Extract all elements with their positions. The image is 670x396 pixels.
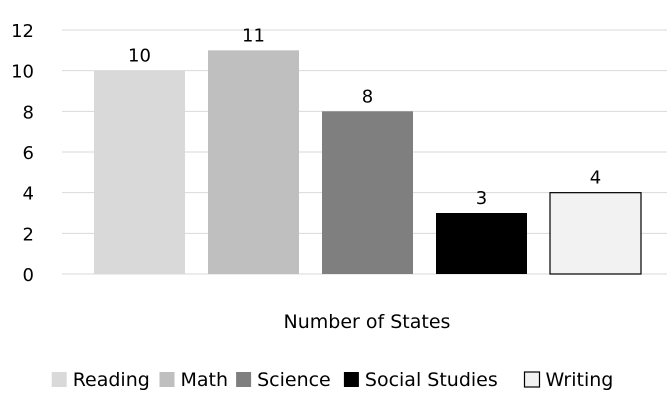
legend-label: Social Studies	[365, 369, 498, 391]
bar-reading	[94, 70, 185, 275]
legend-label: Reading	[73, 369, 150, 391]
bar-social-studies	[436, 213, 527, 274]
x-axis-title: Number of States	[284, 311, 451, 333]
legend-swatch	[523, 371, 541, 388]
data-labels: 10 11 8 3 4	[128, 25, 601, 209]
y-tick-label: 10	[11, 62, 34, 83]
data-label: 11	[242, 25, 265, 46]
bar-math	[208, 50, 299, 275]
legend-label: Science	[257, 369, 331, 391]
y-tick-label: 4	[23, 184, 34, 205]
legend-swatch	[343, 372, 359, 387]
bar-science	[322, 111, 413, 274]
legend-swatch	[51, 372, 67, 387]
y-tick-label: 0	[23, 265, 34, 286]
bars	[94, 50, 642, 275]
y-tick-label: 6	[23, 143, 34, 164]
bar-writing	[549, 192, 642, 275]
y-tick-label: 12	[11, 21, 34, 42]
legend-label: Math	[181, 369, 229, 391]
data-label: 4	[590, 168, 601, 189]
data-label: 8	[362, 86, 373, 107]
y-tick-label: 8	[23, 102, 34, 123]
data-label: 3	[476, 188, 487, 209]
y-tick-label: 2	[23, 224, 34, 245]
legend-label: Writing	[546, 369, 614, 391]
legend-swatch	[159, 372, 175, 387]
legend-swatch	[236, 372, 252, 387]
data-label: 10	[128, 46, 151, 67]
y-axis-ticks: 0 2 4 6 8 10 12	[11, 21, 34, 286]
legend: Reading Math Science Social Studies Writing	[51, 369, 614, 391]
